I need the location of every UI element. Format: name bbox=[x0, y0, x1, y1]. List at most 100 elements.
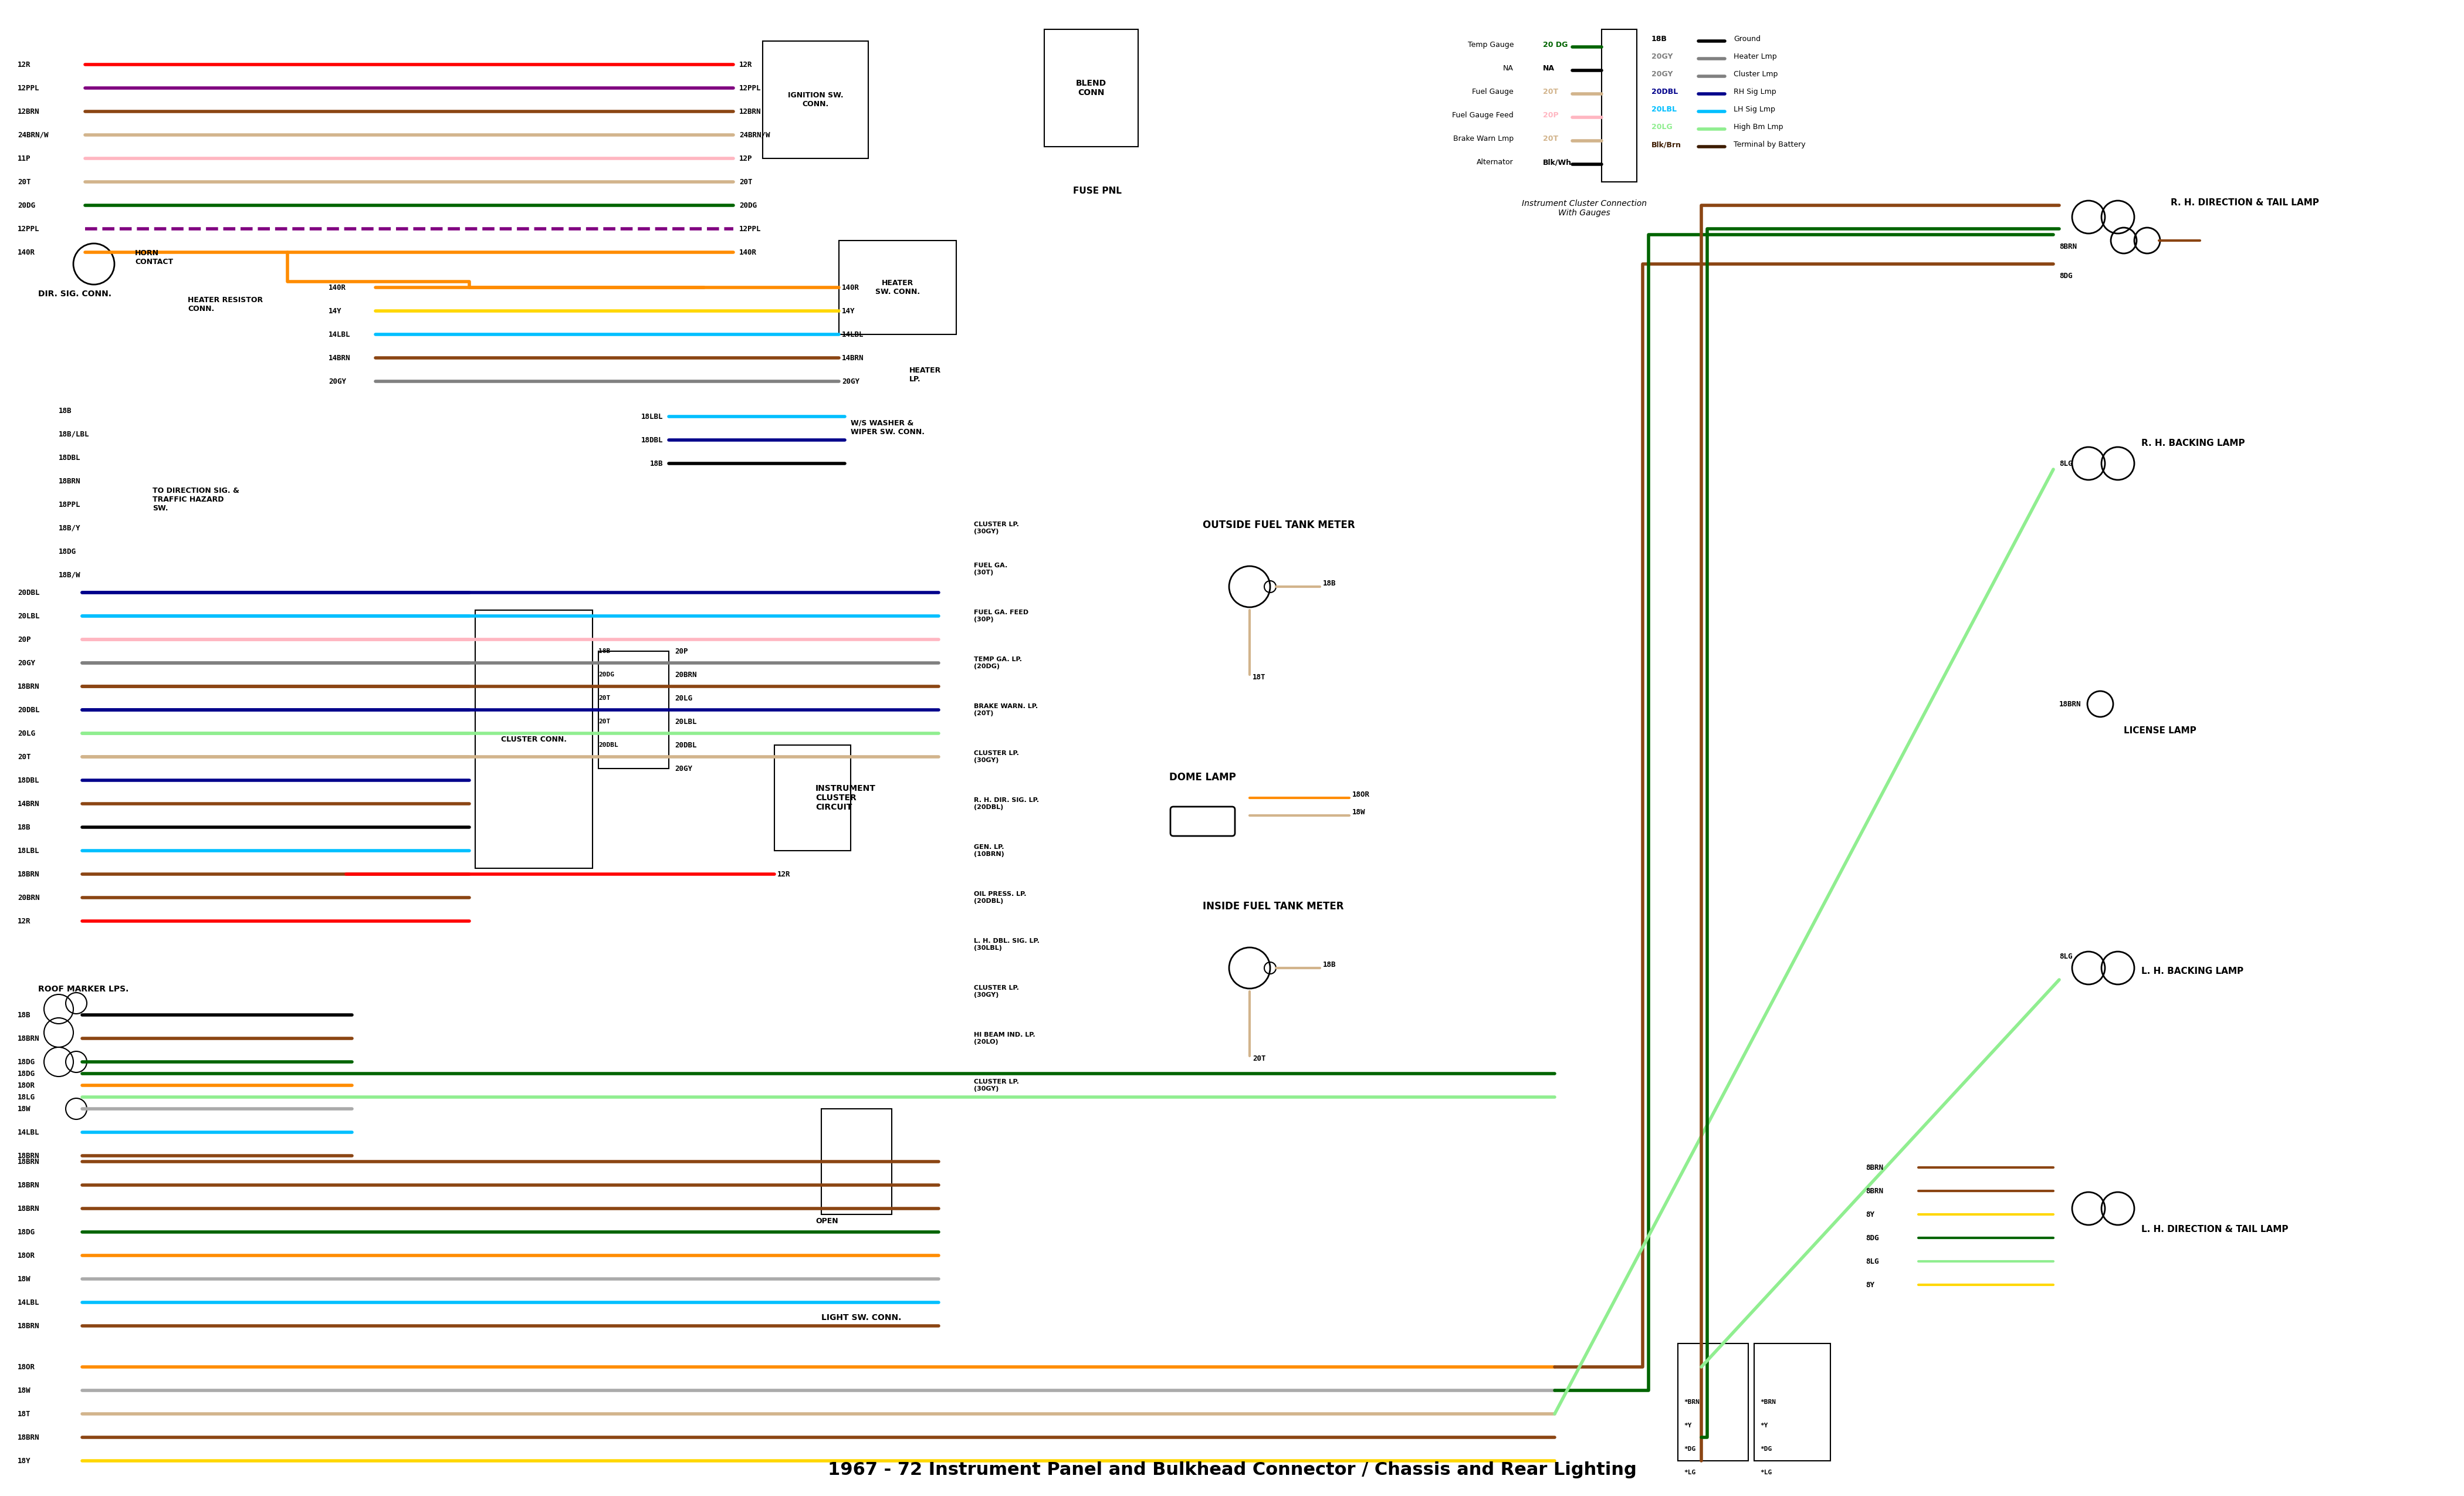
Text: 12PPL: 12PPL bbox=[739, 84, 761, 91]
Text: LICENSE LAMP: LICENSE LAMP bbox=[2124, 726, 2195, 735]
Text: NA: NA bbox=[1542, 64, 1555, 72]
Text: Fuel Gauge: Fuel Gauge bbox=[1471, 88, 1513, 96]
Text: OPEN: OPEN bbox=[816, 1218, 838, 1225]
Text: 18B: 18B bbox=[650, 459, 663, 467]
Text: 8BRN: 8BRN bbox=[1865, 1188, 1882, 1195]
Text: FUEL GA. FEED
(30P): FUEL GA. FEED (30P) bbox=[973, 610, 1027, 622]
Text: L. H. DBL. SIG. LP.
(30LBL): L. H. DBL. SIG. LP. (30LBL) bbox=[973, 938, 1040, 951]
Text: 18W: 18W bbox=[17, 1106, 30, 1113]
Text: 20GY: 20GY bbox=[1651, 52, 1673, 60]
Text: Blk/Wh: Blk/Wh bbox=[1542, 159, 1572, 166]
Text: 18B: 18B bbox=[1651, 36, 1668, 43]
Text: *DG: *DG bbox=[1683, 1447, 1695, 1453]
Text: 18OR: 18OR bbox=[17, 1363, 34, 1370]
Text: 14BRN: 14BRN bbox=[843, 355, 865, 362]
Text: DOME LAMP: DOME LAMP bbox=[1170, 772, 1237, 782]
Text: HEATER RESISTOR
CONN.: HEATER RESISTOR CONN. bbox=[187, 296, 264, 313]
Text: 20BRN: 20BRN bbox=[675, 670, 697, 679]
Bar bbox=[764, 40, 867, 159]
Text: NA: NA bbox=[1503, 64, 1513, 72]
Text: CLUSTER LP.
(30GY): CLUSTER LP. (30GY) bbox=[973, 522, 1020, 534]
Text: 18BRN: 18BRN bbox=[17, 871, 39, 878]
Text: 12PPL: 12PPL bbox=[17, 224, 39, 232]
Text: 14BRN: 14BRN bbox=[328, 355, 350, 362]
Text: 20T: 20T bbox=[599, 718, 611, 724]
Text: 20LG: 20LG bbox=[17, 730, 34, 738]
Text: FUSE PNL: FUSE PNL bbox=[1072, 187, 1121, 196]
Text: 20LG: 20LG bbox=[1651, 123, 1673, 130]
Text: *Y: *Y bbox=[1759, 1423, 1769, 1429]
Text: 20DBL: 20DBL bbox=[599, 742, 618, 748]
Text: 18Y: 18Y bbox=[17, 1457, 30, 1465]
Text: CLUSTER LP.
(30GY): CLUSTER LP. (30GY) bbox=[973, 986, 1020, 998]
Text: Ground: Ground bbox=[1735, 36, 1762, 43]
Text: 8LG: 8LG bbox=[1865, 1258, 1878, 1266]
Text: 20DBL: 20DBL bbox=[675, 741, 697, 749]
Text: 18T: 18T bbox=[17, 1411, 30, 1418]
Text: 8DG: 8DG bbox=[2060, 272, 2072, 280]
Text: BRAKE WARN. LP.
(20T): BRAKE WARN. LP. (20T) bbox=[973, 703, 1037, 717]
Text: OIL PRESS. LP.
(20DBL): OIL PRESS. LP. (20DBL) bbox=[973, 892, 1027, 904]
Text: 14Y: 14Y bbox=[843, 307, 855, 314]
Text: 20P: 20P bbox=[1542, 112, 1560, 120]
Text: Instrument Cluster Connection
With Gauges: Instrument Cluster Connection With Gauge… bbox=[1523, 199, 1646, 217]
Text: 14Y: 14Y bbox=[328, 307, 342, 314]
Bar bbox=[599, 651, 668, 769]
Text: *BRN: *BRN bbox=[1683, 1399, 1700, 1405]
Bar bbox=[1045, 30, 1138, 147]
Text: 24BRN/W: 24BRN/W bbox=[739, 132, 769, 139]
Text: Blk/Brn: Blk/Brn bbox=[1651, 141, 1680, 148]
Text: CLUSTER LP.
(30GY): CLUSTER LP. (30GY) bbox=[973, 751, 1020, 763]
Text: 20GY: 20GY bbox=[843, 377, 860, 384]
Text: 24BRN/W: 24BRN/W bbox=[17, 132, 49, 139]
Text: 20P: 20P bbox=[675, 648, 687, 655]
Text: INSTRUMENT
CLUSTER
CIRCUIT: INSTRUMENT CLUSTER CIRCUIT bbox=[816, 784, 875, 811]
Text: 20T: 20T bbox=[1252, 1055, 1266, 1062]
Text: 140R: 140R bbox=[328, 284, 345, 292]
Text: 14LBL: 14LBL bbox=[17, 1299, 39, 1306]
Text: TEMP GA. LP.
(20DG): TEMP GA. LP. (20DG) bbox=[973, 657, 1023, 669]
Text: 12P: 12P bbox=[739, 154, 752, 162]
Text: 18B/Y: 18B/Y bbox=[59, 524, 81, 531]
Text: INSIDE FUEL TANK METER: INSIDE FUEL TANK METER bbox=[1202, 901, 1343, 911]
Text: 12R: 12R bbox=[17, 61, 30, 69]
Text: 11P: 11P bbox=[17, 154, 30, 162]
Text: 18W: 18W bbox=[17, 1387, 30, 1394]
Text: R. H. DIRECTION & TAIL LAMP: R. H. DIRECTION & TAIL LAMP bbox=[2171, 199, 2319, 206]
Text: 8Y: 8Y bbox=[1865, 1210, 1875, 1218]
Text: CLUSTER LP.
(30GY): CLUSTER LP. (30GY) bbox=[973, 1079, 1020, 1092]
Text: R. H. BACKING LAMP: R. H. BACKING LAMP bbox=[2141, 438, 2245, 447]
Text: 20GY: 20GY bbox=[328, 377, 345, 384]
Text: L. H. DIRECTION & TAIL LAMP: L. H. DIRECTION & TAIL LAMP bbox=[2141, 1225, 2289, 1234]
Text: 14LBL: 14LBL bbox=[328, 331, 350, 338]
Text: 8LG: 8LG bbox=[2060, 953, 2072, 960]
Text: 18T: 18T bbox=[1252, 673, 1266, 681]
Text: 20DG: 20DG bbox=[599, 672, 614, 678]
Text: R. H. DIR. SIG. LP.
(20DBL): R. H. DIR. SIG. LP. (20DBL) bbox=[973, 797, 1040, 809]
Text: 18B: 18B bbox=[59, 407, 71, 414]
Text: 18LBL: 18LBL bbox=[17, 847, 39, 854]
Text: 20T: 20T bbox=[1542, 88, 1557, 96]
Bar bbox=[838, 241, 956, 335]
Text: 8BRN: 8BRN bbox=[2060, 242, 2077, 250]
Text: 18BRN: 18BRN bbox=[17, 1035, 39, 1043]
Text: 18LBL: 18LBL bbox=[641, 413, 663, 420]
Text: HEATER
LP.: HEATER LP. bbox=[909, 367, 941, 383]
Text: *LG: *LG bbox=[1759, 1469, 1772, 1475]
Text: Alternator: Alternator bbox=[1476, 159, 1513, 166]
Text: 18PPL: 18PPL bbox=[59, 501, 81, 509]
Text: 14LBL: 14LBL bbox=[843, 331, 865, 338]
Bar bbox=[1602, 30, 1636, 183]
Text: 18B: 18B bbox=[1323, 580, 1335, 588]
Text: OUTSIDE FUEL TANK METER: OUTSIDE FUEL TANK METER bbox=[1202, 519, 1355, 531]
Text: GEN. LP.
(10BRN): GEN. LP. (10BRN) bbox=[973, 844, 1005, 857]
Text: 20BRN: 20BRN bbox=[17, 893, 39, 902]
Text: BLEND
CONN: BLEND CONN bbox=[1077, 79, 1106, 97]
Text: 20T: 20T bbox=[17, 752, 30, 760]
Text: 8BRN: 8BRN bbox=[1865, 1164, 1882, 1171]
Text: Brake Warn Lmp: Brake Warn Lmp bbox=[1454, 135, 1513, 142]
Text: 12BRN: 12BRN bbox=[739, 108, 761, 115]
Text: IGNITION SW.
CONN.: IGNITION SW. CONN. bbox=[788, 91, 843, 108]
Text: 18BRN: 18BRN bbox=[17, 1158, 39, 1165]
Text: 18LG: 18LG bbox=[17, 1094, 34, 1101]
